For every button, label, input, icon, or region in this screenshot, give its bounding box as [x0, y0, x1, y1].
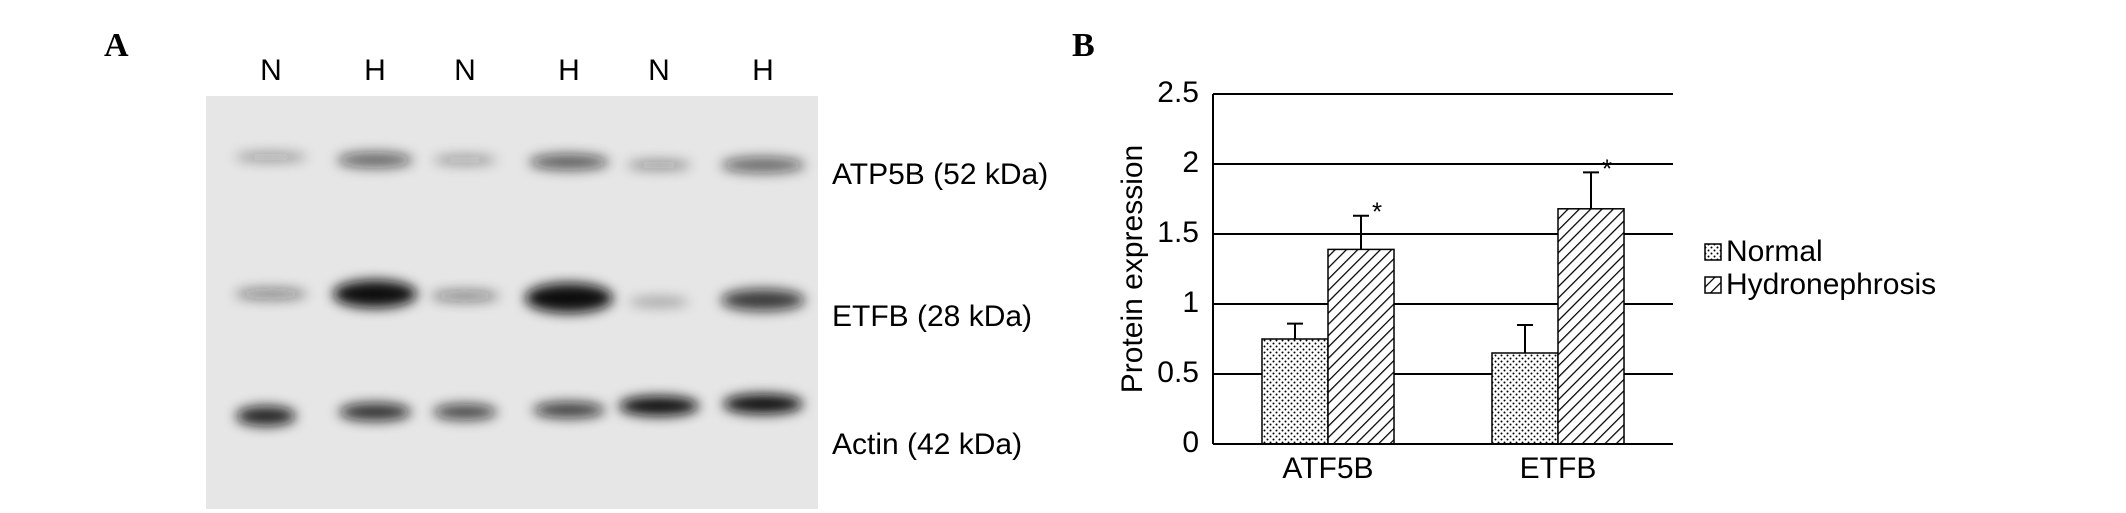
- error-bar: [1286, 322, 1303, 339]
- lane-label: N: [648, 54, 670, 87]
- x-tick-label: ETFB: [1520, 452, 1597, 485]
- y-tick-label: 2: [1182, 146, 1199, 179]
- y-tick-label: 1.5: [1157, 216, 1199, 249]
- significance-marker: *: [1372, 197, 1382, 227]
- significance-marker: *: [1602, 153, 1612, 183]
- lane-label: H: [752, 54, 774, 87]
- y-tick-label: 1: [1182, 286, 1199, 319]
- y-tick-label: 2.5: [1157, 76, 1199, 109]
- band-label: ETFB (28 kDa): [832, 300, 1032, 333]
- band-label: Actin (42 kDa): [832, 428, 1022, 461]
- error-bar: [1583, 171, 1600, 209]
- panel-label: B: [1072, 27, 1095, 64]
- lane-label: N: [454, 54, 476, 87]
- blot-image: [206, 96, 818, 509]
- legend-swatch: [1704, 276, 1722, 294]
- lane-label: N: [260, 54, 282, 87]
- y-axis-label: Protein expression: [1116, 145, 1149, 393]
- legend-label: Normal: [1726, 235, 1823, 268]
- bar: [1557, 208, 1625, 445]
- panel-label: A: [104, 27, 129, 64]
- lane-label: H: [364, 54, 386, 87]
- lane-label: H: [558, 54, 580, 87]
- legend-label: Hydronephrosis: [1726, 268, 1936, 301]
- bar: [1261, 338, 1329, 445]
- legend-swatch: [1704, 243, 1722, 261]
- band-label: ATP5B (52 kDa): [832, 158, 1048, 191]
- bar: [1491, 352, 1559, 445]
- y-tick-label: 0: [1182, 426, 1199, 459]
- bar: [1327, 248, 1395, 445]
- error-bar: [1516, 324, 1533, 353]
- error-bar: [1353, 214, 1370, 250]
- x-tick-label: ATF5B: [1282, 452, 1373, 485]
- y-tick-label: 0.5: [1157, 356, 1199, 389]
